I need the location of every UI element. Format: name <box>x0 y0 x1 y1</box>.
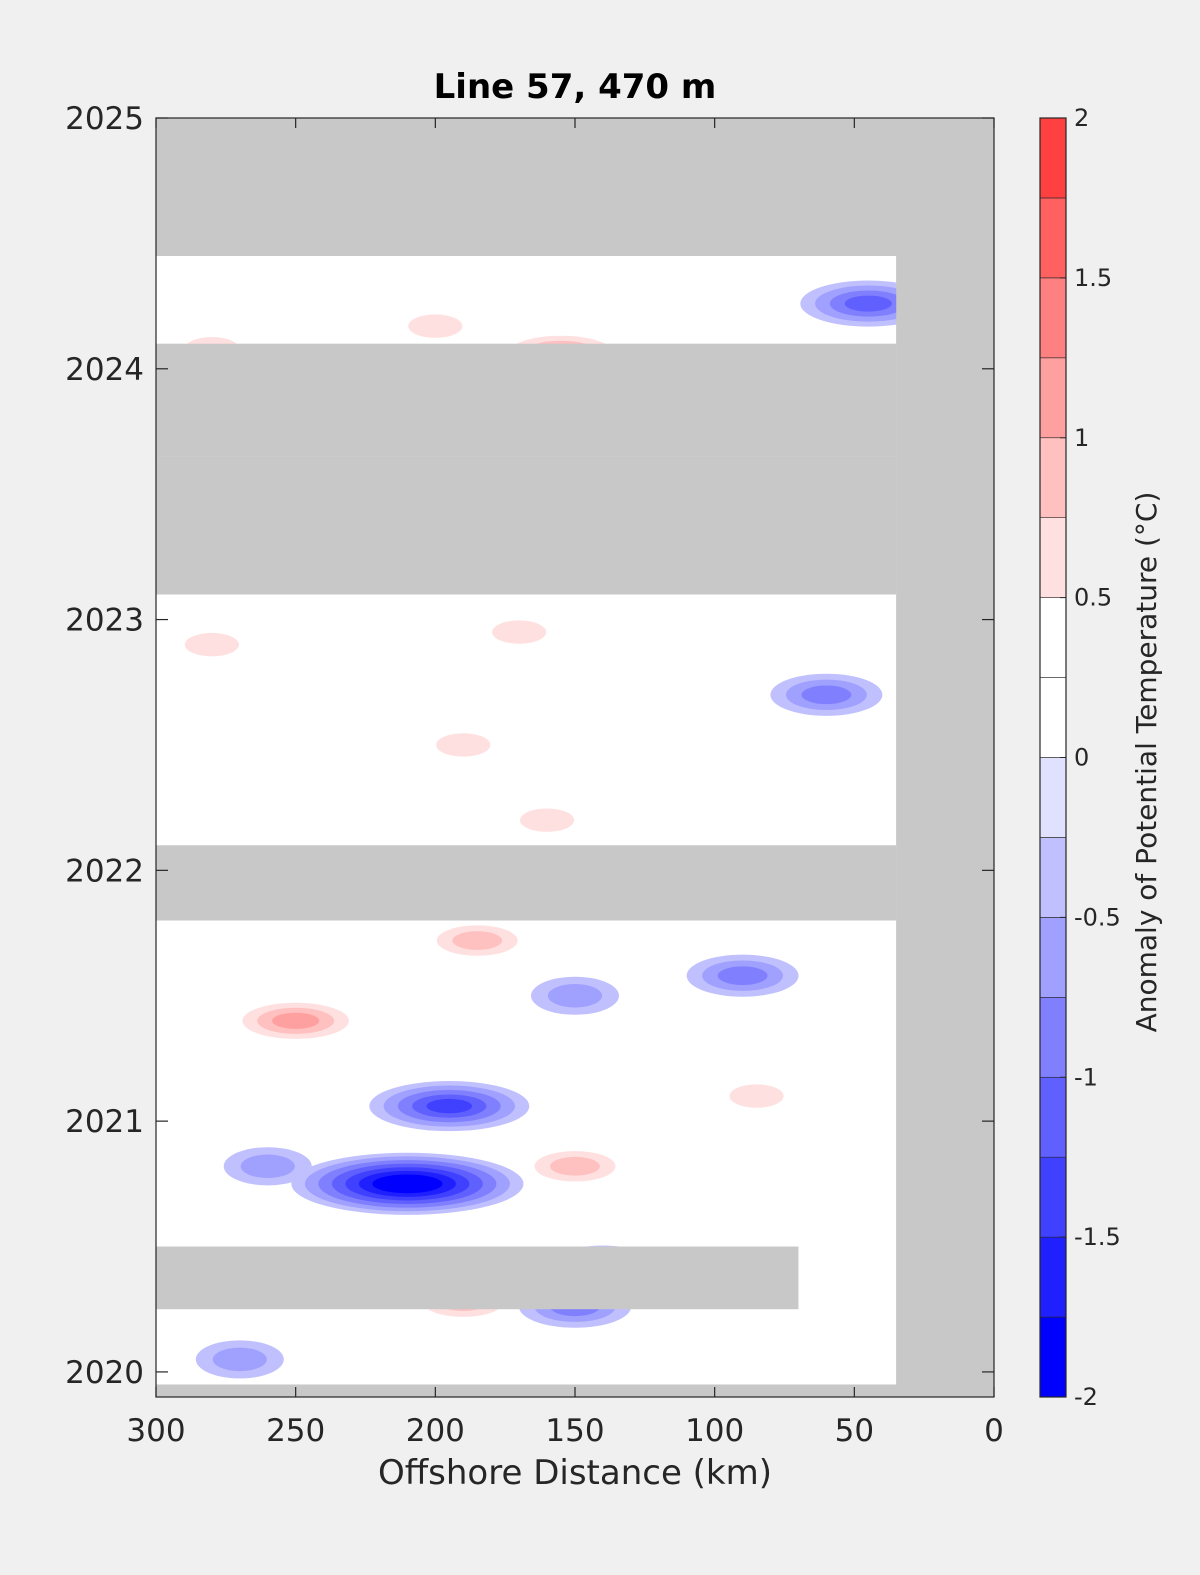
colorbar-tick-label-0: 0 <box>1074 744 1089 772</box>
contour-level-8 <box>385 1178 429 1190</box>
y-tick-label-2024: 2024 <box>65 352 144 388</box>
anomaly-warm-21 <box>503 801 592 840</box>
contour-level-3 <box>717 966 768 986</box>
colorbar-tick-label--0.5: -0.5 <box>1074 903 1121 931</box>
plot-area <box>155 117 995 1398</box>
anomaly-warm-19 <box>712 1077 801 1116</box>
y-tick-label-2022: 2022 <box>65 853 144 889</box>
contour-level-3 <box>550 1156 600 1176</box>
x-tick-label-300: 300 <box>126 1413 185 1449</box>
colorbar-segment-5 <box>1039 917 1067 998</box>
no-data-region-2 <box>156 343 897 457</box>
y-axis: 2020 2021 2022 2023 2024 2025 <box>65 101 994 1391</box>
colorbar-segment-8 <box>1039 677 1067 758</box>
no-data-region-1 <box>896 118 994 1397</box>
colorbar-segment-1 <box>1039 1236 1067 1318</box>
no-data-region-0 <box>156 118 994 256</box>
colorbar-segment-0 <box>1039 1316 1067 1398</box>
no-data-region-4 <box>156 845 897 921</box>
contour-level-2 <box>240 1154 295 1178</box>
x-tick-label-100: 100 <box>685 1413 744 1449</box>
x-tick-label-250: 250 <box>266 1413 325 1449</box>
anomaly-cold-20 <box>531 976 619 1015</box>
colorbar-segment-6 <box>1039 837 1067 918</box>
anomaly-cold-6 <box>770 673 883 716</box>
anomaly-warm-3 <box>391 307 480 346</box>
anomaly-warm-7 <box>475 613 564 652</box>
no-data-region-3 <box>156 456 897 595</box>
colorbar-tick-label-0.5: 0.5 <box>1074 584 1112 612</box>
colorbar-segment-2 <box>1039 1156 1067 1238</box>
anomaly-cold-13 <box>291 1152 524 1215</box>
anomaly-warm-5 <box>419 725 508 765</box>
x-axis-label: Offshore Distance (km) <box>378 1453 772 1493</box>
contour-level-2 <box>519 808 575 832</box>
anomaly-cold-14 <box>223 1147 312 1186</box>
y-tick-label-2025: 2025 <box>65 101 144 137</box>
contour-level-4 <box>272 1012 320 1029</box>
colorbar-label: Anomaly of Potential Temperature (°C) <box>1130 492 1163 1033</box>
contour-level-2 <box>547 984 603 1008</box>
colorbar-segment-14 <box>1039 197 1067 279</box>
contour-level-2 <box>492 620 547 644</box>
no-data-region-5 <box>156 1246 799 1310</box>
colorbar-segment-3 <box>1039 1076 1067 1158</box>
chart-title: Line 57, 470 m <box>434 67 717 107</box>
anomaly-warm-15 <box>519 1145 631 1188</box>
contour-level-2 <box>212 1347 267 1372</box>
colorbar-segment-10 <box>1039 517 1067 598</box>
colorbar-tick-label--2: -2 <box>1074 1383 1098 1411</box>
contour-level-2 <box>408 314 463 338</box>
colorbar-tick-label-2: 2 <box>1074 104 1089 132</box>
anomaly-cold-22 <box>195 1340 284 1379</box>
contour-level-4 <box>844 295 892 312</box>
colorbar-segment-13 <box>1039 277 1067 359</box>
colorbar-tick-label-1: 1 <box>1074 424 1089 452</box>
colorbar: 2 1.5 1 0.5 0 -0.5 -1 -1.5 -2 <box>1039 104 1121 1411</box>
contour-level-5 <box>426 1098 473 1114</box>
anomaly-cold-11 <box>686 954 799 997</box>
colorbar-segment-9 <box>1039 597 1067 678</box>
x-tick-label-150: 150 <box>545 1413 604 1449</box>
anomaly-cold-12 <box>369 1081 530 1132</box>
x-tick-label-200: 200 <box>406 1413 465 1449</box>
y-tick-label-2021: 2021 <box>65 1104 144 1140</box>
anomaly-warm-10 <box>227 997 364 1044</box>
x-axis: 300 250 200 150 100 50 0 <box>126 118 1004 1449</box>
contour-level-3 <box>801 685 852 705</box>
colorbar-tick-label-1.5: 1.5 <box>1074 264 1112 292</box>
y-tick-label-2020: 2020 <box>65 1355 144 1391</box>
contour-level-2 <box>436 733 491 757</box>
x-tick-label-0: 0 <box>984 1413 1004 1449</box>
y-tick-label-2023: 2023 <box>65 603 144 639</box>
colorbar-segment-15 <box>1039 117 1067 199</box>
colorbar-tick-label--1.5: -1.5 <box>1074 1223 1121 1251</box>
contour-level-2 <box>184 632 239 657</box>
colorbar-segment-11 <box>1039 437 1067 518</box>
contour-level-3 <box>452 931 503 950</box>
colorbar-segment-12 <box>1039 357 1067 439</box>
colorbar-segment-4 <box>1039 997 1067 1078</box>
data-layer <box>156 118 994 1397</box>
colorbar-segment-7 <box>1039 757 1067 838</box>
x-tick-label-50: 50 <box>835 1413 874 1449</box>
colorbar-tick-label--1: -1 <box>1074 1063 1098 1091</box>
contour-level-2 <box>729 1084 784 1108</box>
anomaly-warm-8 <box>167 625 256 664</box>
anomaly-warm-9 <box>421 919 534 962</box>
